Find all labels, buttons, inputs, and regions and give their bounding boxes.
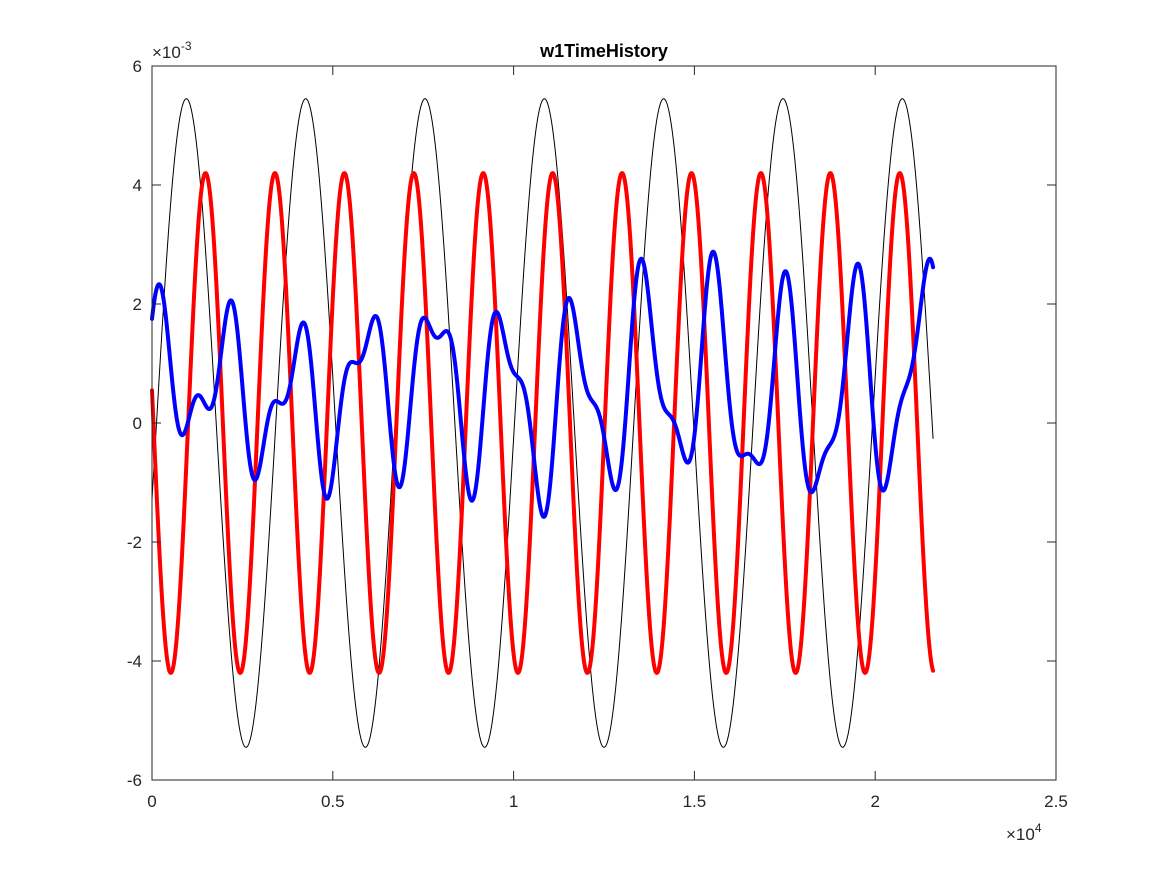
x-tick-label: 0.5 xyxy=(321,792,345,811)
series-layer xyxy=(150,98,936,748)
chart-title: w1TimeHistory xyxy=(539,41,668,61)
svg-text:×104: ×104 xyxy=(1006,821,1042,844)
x-exponent-base: ×10 xyxy=(1006,825,1035,844)
x-exponent-power: 4 xyxy=(1035,821,1042,835)
series-line-1 xyxy=(151,98,934,748)
y-exponent-label: ×10-3 xyxy=(152,39,192,62)
y-exponent-base: ×10 xyxy=(152,43,181,62)
y-tick-label: 4 xyxy=(133,176,142,195)
y-tick-label: -6 xyxy=(127,771,142,790)
y-tick-label: -4 xyxy=(127,652,142,671)
y-exponent-power: -3 xyxy=(181,39,192,53)
svg-text:×10-3: ×10-3 xyxy=(152,39,192,62)
ticks-layer: 0 0.5 1 1.5 2 2.5 -6 -4 -2 0 2 4 6 xyxy=(127,57,1068,811)
x-tick-label: 1.5 xyxy=(683,792,707,811)
plot-area: 0 0.5 1 1.5 2 2.5 -6 -4 -2 0 2 4 6 xyxy=(127,57,1068,811)
series-line-3 xyxy=(150,249,936,519)
y-tick-label: 6 xyxy=(133,57,142,76)
y-tick-label: 2 xyxy=(133,295,142,314)
x-tick-label: 0 xyxy=(147,792,156,811)
series-line-2 xyxy=(150,171,936,675)
y-tick-label: 0 xyxy=(133,414,142,433)
x-tick-label: 2 xyxy=(870,792,879,811)
x-exponent-label: ×104 xyxy=(1006,821,1042,844)
y-tick-label: -2 xyxy=(127,533,142,552)
x-tick-label: 1 xyxy=(509,792,518,811)
x-tick-label: 2.5 xyxy=(1044,792,1068,811)
